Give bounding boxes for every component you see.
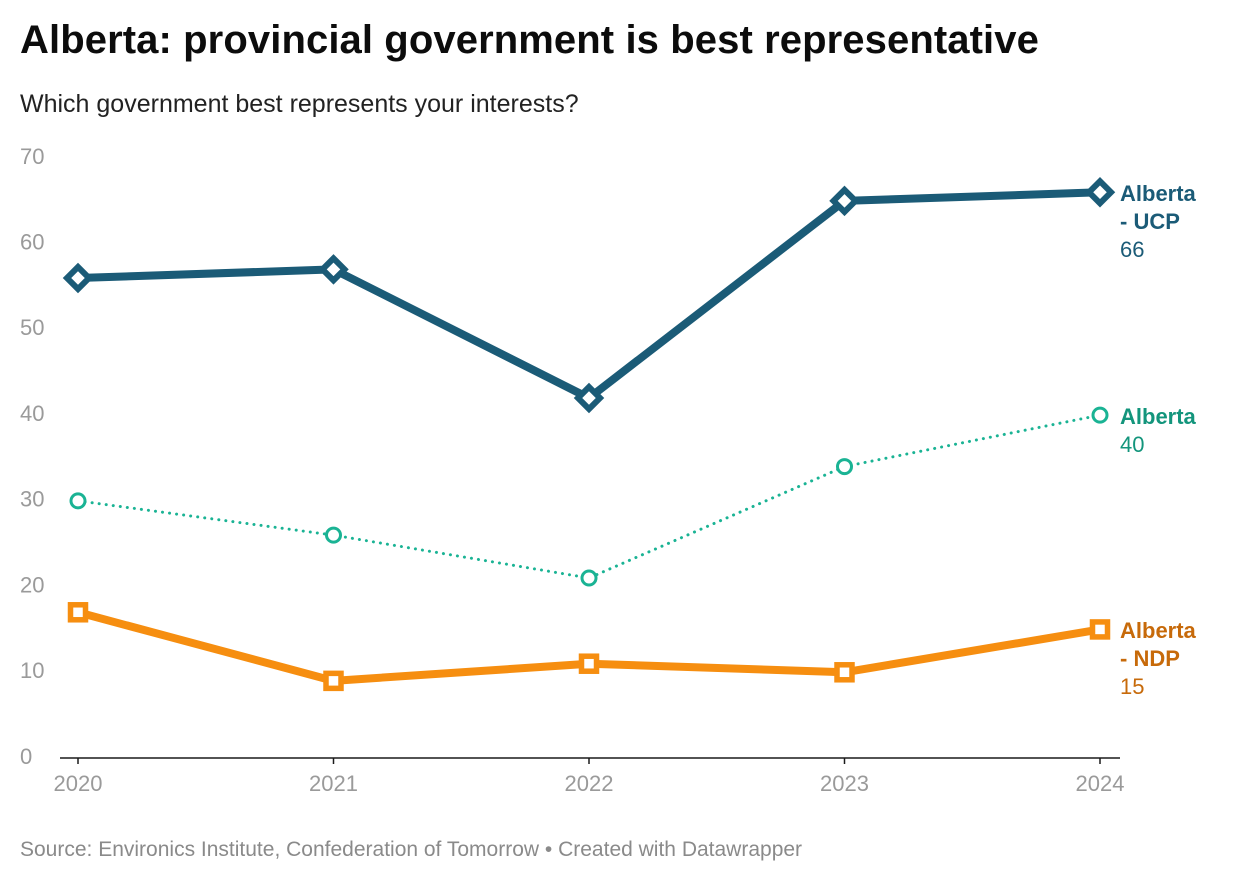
data-point-diamond (62, 262, 94, 294)
data-point-square (323, 670, 344, 692)
data-point-diamond (573, 382, 605, 414)
data-point-square (67, 602, 89, 623)
data-point-diamond (318, 254, 349, 285)
source-note: Source: Environics Institute, Confederat… (20, 838, 540, 861)
y-tick-label: 60 (20, 230, 44, 255)
data-point-diamond (1084, 177, 1116, 208)
x-tick-label: 2021 (309, 771, 358, 796)
data-point-square (578, 653, 600, 674)
series-name-label: Alberta (1120, 404, 1197, 429)
series-name-label: - NDP (1120, 646, 1180, 671)
chart-subtitle: Which government best represents your in… (20, 90, 579, 118)
x-axis: 2020 2021 2022 2023 2024 (54, 757, 1125, 796)
series-end-label: Alberta - UCP 66 (1120, 181, 1197, 262)
series-line (74, 188, 1104, 402)
series-name-label: Alberta (1120, 618, 1197, 643)
credit-note: Created with Datawrapper (558, 838, 803, 861)
y-axis: 0 10 20 30 40 50 60 70 (20, 144, 44, 769)
series-last-value: 15 (1120, 674, 1144, 699)
data-point-circle (580, 569, 598, 587)
series-group (69, 406, 1109, 587)
x-tick-label: 2022 (565, 771, 614, 796)
data-point-diamond (829, 185, 860, 217)
series-layer (62, 177, 1116, 692)
series-name-label: Alberta (1120, 181, 1197, 206)
y-tick-label: 30 (20, 487, 44, 512)
chart-title: Alberta: provincial government is best r… (20, 18, 1039, 62)
series-group (62, 177, 1116, 414)
series-end-label: Alberta - NDP 15 (1120, 618, 1197, 699)
y-tick-label: 70 (20, 144, 44, 169)
y-tick-label: 20 (20, 572, 44, 597)
series-end-label: Alberta 40 (1120, 404, 1197, 457)
data-point-square (834, 662, 855, 683)
x-tick-label: 2024 (1076, 771, 1125, 796)
footer-separator: • (544, 838, 553, 861)
data-point-circle (1091, 406, 1109, 424)
series-group (67, 602, 1111, 692)
series-name-label: - UCP (1120, 209, 1180, 234)
series-labels: Alberta 40 Alberta - NDP 15 Alberta - UCP 66 (1120, 181, 1197, 699)
y-tick-label: 10 (20, 658, 44, 683)
x-tick-label: 2023 (820, 771, 869, 796)
data-point-square (1089, 619, 1111, 640)
data-point-circle (836, 458, 853, 476)
data-point-circle (325, 526, 342, 544)
y-tick-label: 0 (20, 744, 32, 769)
series-last-value: 66 (1120, 237, 1144, 262)
y-tick-label: 40 (20, 401, 44, 426)
data-point-circle (69, 492, 87, 510)
x-tick-label: 2020 (54, 771, 103, 796)
chart-footer: Source: Environics Institute, Confederat… (20, 838, 802, 862)
series-last-value: 40 (1120, 432, 1144, 457)
y-tick-label: 50 (20, 315, 44, 340)
series-line (76, 413, 1102, 580)
